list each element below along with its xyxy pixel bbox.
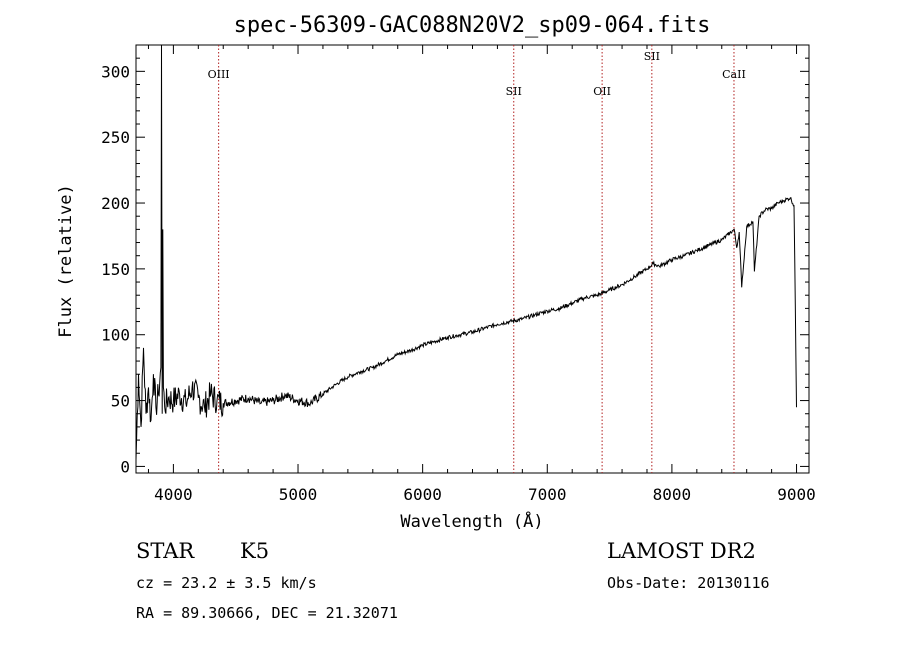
x-tick-label: 7000 [528, 485, 567, 504]
line-label: SII [644, 50, 660, 63]
redshift-value: cz = 23.2 ± 3.5 km/s [136, 574, 317, 592]
y-tick-label: 50 [111, 392, 130, 411]
line-label: SII [506, 85, 522, 98]
observation-date: Obs-Date: 20130116 [607, 574, 770, 592]
y-tick-label: 250 [101, 128, 130, 147]
y-tick-label: 150 [101, 260, 130, 279]
survey-name: LAMOST DR2 [607, 539, 756, 563]
object-subclass: K5 [240, 539, 269, 563]
y-axis-title: Flux (relative) [56, 184, 76, 338]
plot-frame [135, 44, 810, 474]
coordinates: RA = 89.30666, DEC = 21.32071 [136, 604, 398, 622]
x-tick-label: 5000 [279, 485, 318, 504]
y-axis: 0 50 100 150 200 250 300 [101, 57, 809, 476]
y-tick-label: 0 [120, 457, 130, 476]
plot-area: OIII SII OII SII CaII 4000 5000 6000 7000 8000 90… [101, 44, 816, 504]
line-markers: OIII SII OII SII CaII [208, 45, 746, 473]
x-tick-label: 8000 [653, 485, 692, 504]
x-tick-label: 9000 [777, 485, 816, 504]
object-class: STAR [136, 539, 195, 563]
line-label: OII [593, 85, 611, 98]
y-tick-label: 200 [101, 194, 130, 213]
line-label: OIII [208, 68, 230, 81]
chart-title: spec-56309-GAC088N20V2_sp09-064.fits [234, 13, 711, 38]
x-axis: 4000 5000 6000 7000 8000 9000 [147, 45, 816, 504]
y-tick-label: 100 [101, 326, 130, 345]
x-tick-label: 6000 [403, 485, 442, 504]
series-line [135, 44, 797, 460]
line-label: CaII [722, 68, 746, 81]
x-axis-title: Wavelength (Å) [400, 510, 543, 532]
x-tick-label: 4000 [154, 485, 193, 504]
y-tick-label: 300 [101, 62, 130, 81]
